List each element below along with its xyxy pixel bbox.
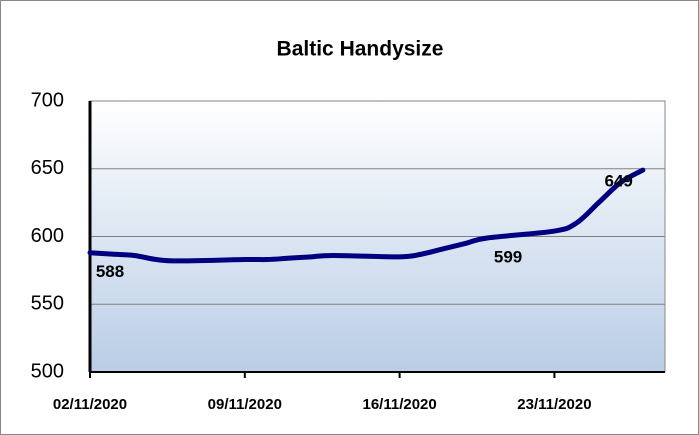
- x-tick-label: 16/11/2020: [362, 396, 436, 413]
- y-tick-label: 650: [31, 157, 64, 179]
- x-tick-label: 09/11/2020: [208, 396, 282, 413]
- x-tick-label: 23/11/2020: [517, 396, 591, 413]
- data-label: 599: [494, 247, 522, 266]
- y-tick-label: 600: [31, 225, 64, 247]
- y-tick-label: 700: [31, 89, 64, 111]
- y-tick-label: 500: [31, 360, 64, 382]
- x-tick-label: 02/11/2020: [53, 396, 127, 413]
- data-label: 588: [96, 262, 124, 281]
- y-tick-label: 550: [31, 293, 64, 315]
- line-series: [87, 167, 646, 264]
- chart-title: Baltic Handysize: [277, 38, 444, 61]
- data-label: 649: [605, 172, 633, 191]
